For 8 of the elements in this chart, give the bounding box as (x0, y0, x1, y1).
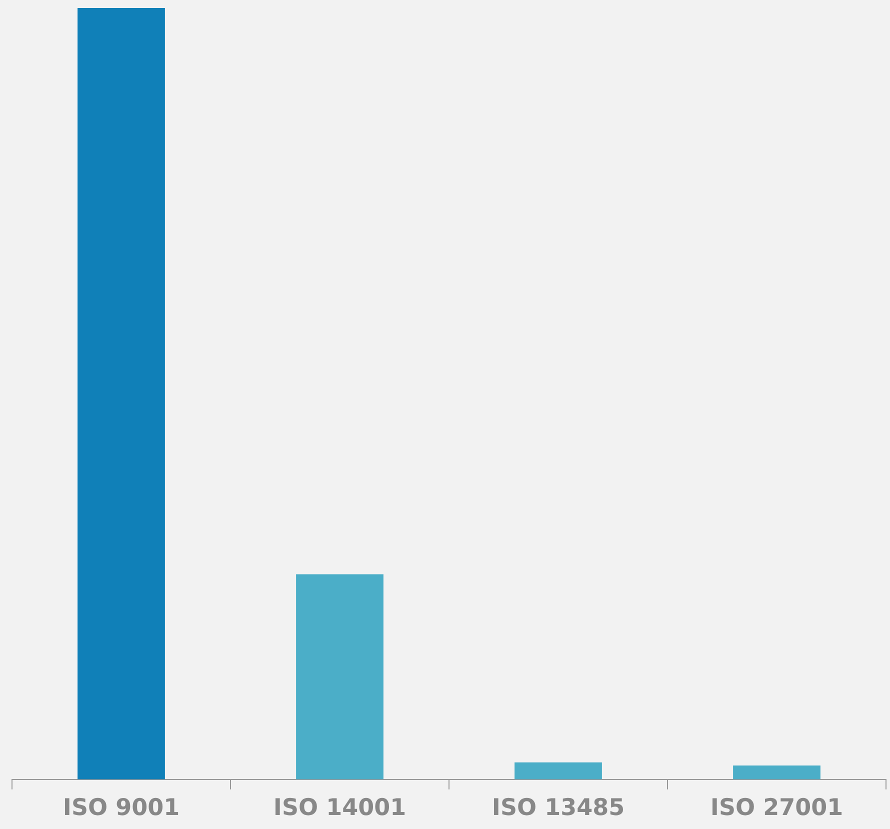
bar (514, 762, 602, 780)
x-tick-label: ISO 14001 (273, 795, 406, 822)
bar (733, 766, 820, 780)
bar (296, 574, 384, 780)
x-tick-label: ISO 27001 (710, 795, 844, 822)
x-tick-label: ISO 9001 (62, 795, 180, 822)
x-tick-label: ISO 13485 (492, 795, 625, 822)
bar (78, 8, 165, 780)
